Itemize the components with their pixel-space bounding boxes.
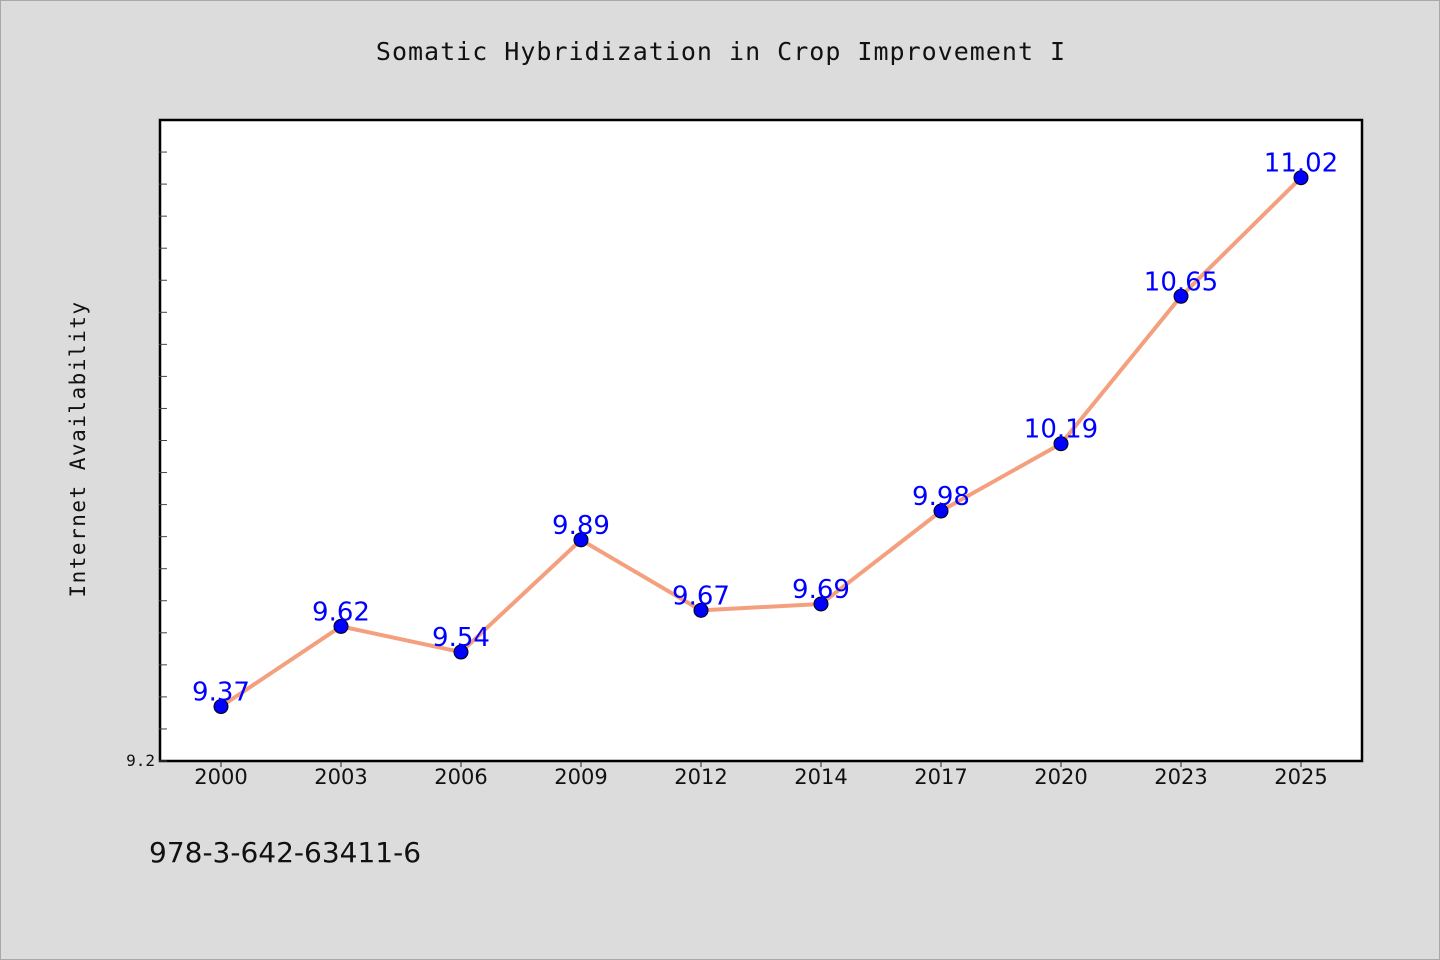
data-label: 11.02 xyxy=(1264,149,1338,179)
data-point xyxy=(813,596,829,612)
x-tick-label: 2025 xyxy=(1274,765,1327,789)
data-point xyxy=(453,644,469,660)
y-axis-label: Internet Availability xyxy=(66,300,90,597)
x-tick-label: 2023 xyxy=(1154,765,1207,789)
chart-title: Somatic Hybridization in Crop Improvemen… xyxy=(375,37,1067,66)
data-label: 9.54 xyxy=(432,623,490,653)
series-line xyxy=(219,175,1303,709)
data-point xyxy=(693,602,709,618)
x-tick-label: 2003 xyxy=(314,765,367,789)
plot-area xyxy=(158,118,1364,763)
data-point xyxy=(1293,170,1309,186)
data-label: 9.89 xyxy=(552,511,610,541)
data-label: 10.19 xyxy=(1024,415,1098,445)
data-label: 10.65 xyxy=(1144,267,1218,297)
data-point xyxy=(933,503,949,519)
x-tick-label: 2009 xyxy=(554,765,607,789)
plot-background xyxy=(160,120,1362,761)
data-point xyxy=(1173,288,1189,304)
series-layer xyxy=(213,170,1309,715)
x-tick-label: 2014 xyxy=(794,765,847,789)
x-tick-label: 2006 xyxy=(434,765,487,789)
data-label: 9.67 xyxy=(672,581,730,611)
x-tick-label: 2012 xyxy=(674,765,727,789)
data-point xyxy=(213,699,229,715)
data-label: 9.69 xyxy=(792,575,850,605)
x-tick-label: 2017 xyxy=(914,765,967,789)
data-point xyxy=(573,532,589,548)
data-point xyxy=(333,618,349,634)
y-tick-label: 9.2 xyxy=(126,751,155,770)
data-point xyxy=(1053,436,1069,452)
x-tick-label: 2000 xyxy=(194,765,247,789)
y-axis: 9.2 xyxy=(126,151,167,770)
data-labels: 9.37 9.62 9.54 9.89 9.67 9.69 9.98 10.19 10.65 11… xyxy=(192,149,1338,708)
data-label: 9.98 xyxy=(912,482,970,512)
isbn-label: 978-3-642-63411-6 xyxy=(149,836,422,869)
data-label: 9.62 xyxy=(312,597,370,627)
x-tick-label: 2020 xyxy=(1034,765,1087,789)
x-axis: 2000 2003 2006 2009 2012 2014 2017 2020 2023 2025 xyxy=(194,761,1328,789)
data-label: 9.37 xyxy=(192,678,250,708)
